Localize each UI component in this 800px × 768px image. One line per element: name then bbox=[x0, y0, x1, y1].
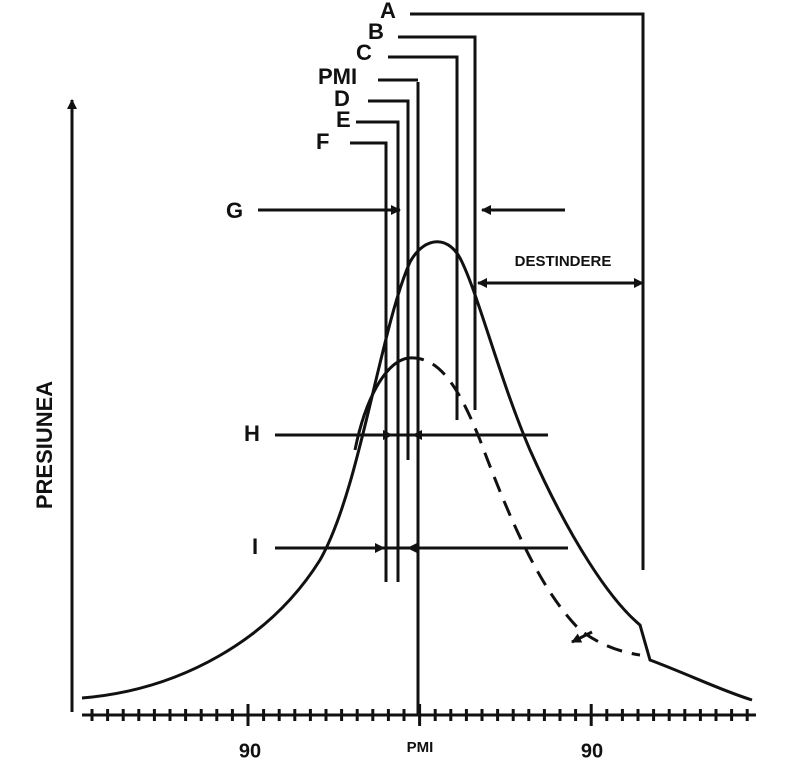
reference-lines bbox=[258, 12, 645, 715]
label: C bbox=[356, 40, 372, 65]
annotation: DESTINDERE bbox=[515, 253, 612, 270]
line-c bbox=[388, 55, 459, 420]
x-axis-ticks bbox=[90, 704, 749, 726]
labels: A B C PMI D E F G H I DESTINDERE PRESIUN… bbox=[32, 0, 612, 762]
label: PMI bbox=[318, 64, 357, 89]
arrow bbox=[571, 630, 593, 644]
x-axis-label: 90 bbox=[581, 740, 603, 762]
label: D bbox=[334, 86, 350, 111]
axes bbox=[67, 99, 756, 726]
line-e bbox=[356, 120, 400, 582]
x-axis-label: 90 bbox=[239, 740, 261, 762]
y-axis-label: PRESIUNEA bbox=[32, 381, 57, 509]
line-b bbox=[398, 35, 477, 410]
line-a bbox=[410, 12, 645, 570]
label: F bbox=[316, 129, 329, 154]
label: A bbox=[380, 0, 396, 23]
motoring-curve-dashed bbox=[407, 356, 641, 657]
label: E bbox=[336, 107, 351, 132]
label: H bbox=[244, 421, 260, 446]
label: I bbox=[252, 534, 258, 559]
label: G bbox=[226, 198, 243, 223]
line-d bbox=[368, 99, 410, 460]
label: B bbox=[368, 19, 384, 44]
x-axis-label: PMI bbox=[407, 739, 434, 756]
